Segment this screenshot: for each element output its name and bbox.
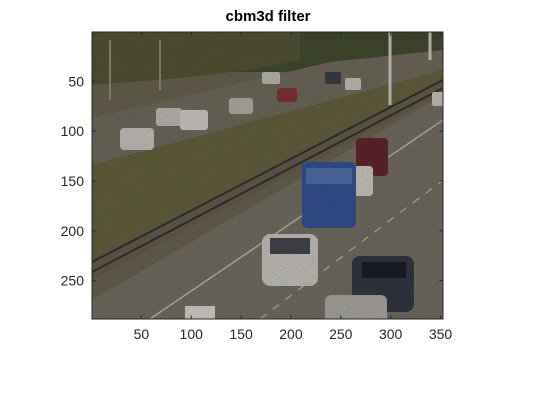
y-tick-label: 200 xyxy=(61,223,85,239)
axes-box xyxy=(91,31,444,320)
x-tick-label: 50 xyxy=(134,326,150,342)
x-tick-label: 200 xyxy=(279,326,303,342)
y-axis: 50 100 150 200 250 xyxy=(61,73,443,289)
y-tick-label: 50 xyxy=(68,73,84,89)
image-content xyxy=(92,32,443,319)
figure-title: cbm3d filter xyxy=(225,8,311,25)
x-tick-label: 150 xyxy=(229,326,253,342)
x-tick-label: 250 xyxy=(329,326,353,342)
y-tick-label: 250 xyxy=(61,273,85,289)
y-tick-label: 150 xyxy=(61,173,85,189)
y-tick-label: 100 xyxy=(61,123,85,139)
x-tick-label: 350 xyxy=(429,326,453,342)
x-tick-label: 300 xyxy=(379,326,403,342)
x-tick-label: 100 xyxy=(180,326,204,342)
x-axis: 50 100 150 200 250 300 350 xyxy=(134,32,453,342)
